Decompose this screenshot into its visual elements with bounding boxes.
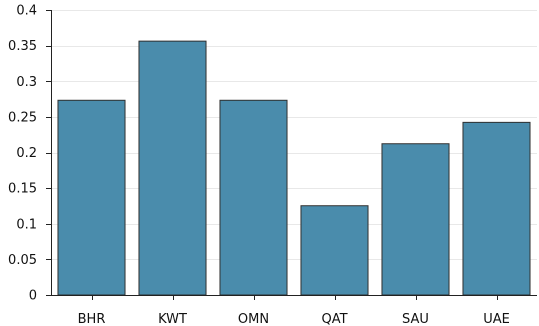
bar-kwt <box>138 40 207 296</box>
bar-uae <box>462 121 531 296</box>
x-tick-label: UAE <box>483 312 510 326</box>
y-tick-label: 0.15 <box>8 182 37 197</box>
x-tick-label: QAT <box>321 312 347 326</box>
bar-qat <box>300 205 369 296</box>
y-axis-ticks: 0 0.05 0.1 0.15 0.2 0.25 0.3 0.35 0.4 <box>8 4 51 304</box>
y-tick-label: 0.05 <box>8 253 37 268</box>
x-tick-label: BHR <box>78 312 106 326</box>
y-tick-label: 0.25 <box>8 110 37 125</box>
y-tick-label: 0 <box>29 289 37 304</box>
bars <box>57 40 531 296</box>
x-tick-label: OMN <box>238 312 269 326</box>
y-tick-label: 0.3 <box>16 75 37 90</box>
gridlines <box>51 10 537 260</box>
axes <box>51 10 537 296</box>
y-tick-label: 0.1 <box>16 217 37 232</box>
x-tick-label: KWT <box>158 312 187 326</box>
bar-sau <box>381 143 450 296</box>
bar-bhr <box>57 99 126 296</box>
bar-omn <box>219 99 288 296</box>
y-tick-label: 0.4 <box>16 4 37 19</box>
x-axis-ticks: BHR KWT OMN QAT SAU UAE <box>78 295 510 326</box>
x-tick-label: SAU <box>402 312 429 326</box>
y-tick-label: 0.35 <box>8 39 37 54</box>
y-tick-label: 0.2 <box>16 146 37 161</box>
